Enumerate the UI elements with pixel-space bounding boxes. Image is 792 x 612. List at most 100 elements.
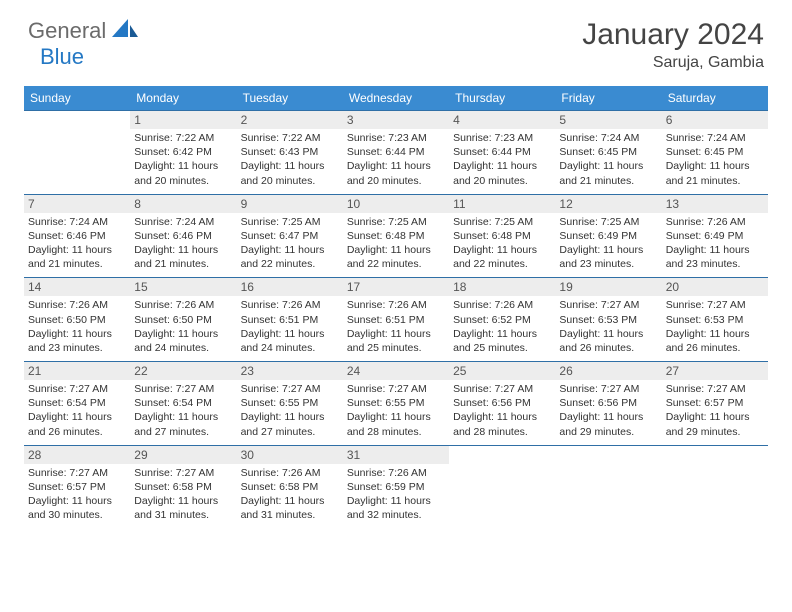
weekday-friday: Friday	[555, 86, 661, 111]
calendar-day-cell: 20 Sunrise: 7:27 AMSunset: 6:53 PMDayligh…	[662, 278, 768, 362]
day-info: Sunrise: 7:27 AMSunset: 6:55 PMDaylight:…	[347, 382, 445, 439]
day-number: 4	[449, 111, 555, 129]
day-info: Sunrise: 7:27 AMSunset: 6:53 PMDaylight:…	[666, 298, 764, 355]
day-info: Sunrise: 7:27 AMSunset: 6:57 PMDaylight:…	[28, 466, 126, 523]
calendar-day-cell: 3 Sunrise: 7:23 AMSunset: 6:44 PMDaylight…	[343, 111, 449, 195]
weekday-header-row: SundayMondayTuesdayWednesdayThursdayFrid…	[24, 86, 768, 111]
day-info: Sunrise: 7:26 AMSunset: 6:50 PMDaylight:…	[28, 298, 126, 355]
weekday-thursday: Thursday	[449, 86, 555, 111]
logo-text-general: General	[28, 18, 106, 44]
day-number: 20	[662, 278, 768, 296]
calendar-day-cell: 23 Sunrise: 7:27 AMSunset: 6:55 PMDayligh…	[237, 362, 343, 446]
day-number: 31	[343, 446, 449, 464]
calendar-day-cell: 16 Sunrise: 7:26 AMSunset: 6:51 PMDayligh…	[237, 278, 343, 362]
day-info: Sunrise: 7:24 AMSunset: 6:46 PMDaylight:…	[134, 215, 232, 272]
weekday-monday: Monday	[130, 86, 236, 111]
day-number: 27	[662, 362, 768, 380]
calendar-day-cell: 18 Sunrise: 7:26 AMSunset: 6:52 PMDayligh…	[449, 278, 555, 362]
day-info: Sunrise: 7:24 AMSunset: 6:45 PMDaylight:…	[559, 131, 657, 188]
day-info: Sunrise: 7:26 AMSunset: 6:49 PMDaylight:…	[666, 215, 764, 272]
day-info: Sunrise: 7:26 AMSunset: 6:52 PMDaylight:…	[453, 298, 551, 355]
day-info: Sunrise: 7:23 AMSunset: 6:44 PMDaylight:…	[453, 131, 551, 188]
day-number: 15	[130, 278, 236, 296]
calendar-table: SundayMondayTuesdayWednesdayThursdayFrid…	[24, 86, 768, 528]
day-number: 3	[343, 111, 449, 129]
calendar-day-cell: 29 Sunrise: 7:27 AMSunset: 6:58 PMDayligh…	[130, 445, 236, 528]
calendar-day-cell: 31Sunrise: 7:26 AMSunset: 6:59 PMDayligh…	[343, 445, 449, 528]
day-number: 25	[449, 362, 555, 380]
day-number: 29	[130, 446, 236, 464]
day-number: 12	[555, 195, 661, 213]
day-number: 6	[662, 111, 768, 129]
calendar-day-cell: 9Sunrise: 7:25 AMSunset: 6:47 PMDaylight…	[237, 194, 343, 278]
calendar-week-row: 1 Sunrise: 7:22 AMSunset: 6:42 PMDaylight…	[24, 111, 768, 195]
day-info: Sunrise: 7:25 AMSunset: 6:49 PMDaylight:…	[559, 215, 657, 272]
calendar-week-row: 7Sunrise: 7:24 AMSunset: 6:46 PMDaylight…	[24, 194, 768, 278]
calendar-empty-cell	[555, 445, 661, 528]
calendar-day-cell: 6 Sunrise: 7:24 AMSunset: 6:45 PMDaylight…	[662, 111, 768, 195]
calendar-day-cell: 19 Sunrise: 7:27 AMSunset: 6:53 PMDayligh…	[555, 278, 661, 362]
day-number: 19	[555, 278, 661, 296]
month-title: January 2024	[582, 18, 764, 52]
weekday-sunday: Sunday	[24, 86, 130, 111]
title-block: January 2024 Saruja, Gambia	[582, 18, 764, 72]
day-info: Sunrise: 7:26 AMSunset: 6:58 PMDaylight:…	[241, 466, 339, 523]
day-info: Sunrise: 7:24 AMSunset: 6:45 PMDaylight:…	[666, 131, 764, 188]
calendar-day-cell: 8 Sunrise: 7:24 AMSunset: 6:46 PMDaylight…	[130, 194, 236, 278]
day-info: Sunrise: 7:26 AMSunset: 6:50 PMDaylight:…	[134, 298, 232, 355]
day-info: Sunrise: 7:24 AMSunset: 6:46 PMDaylight:…	[28, 215, 126, 272]
calendar-empty-cell	[24, 111, 130, 195]
day-info: Sunrise: 7:27 AMSunset: 6:57 PMDaylight:…	[666, 382, 764, 439]
calendar-day-cell: 5Sunrise: 7:24 AMSunset: 6:45 PMDaylight…	[555, 111, 661, 195]
logo: General	[28, 18, 140, 44]
calendar-day-cell: 28 Sunrise: 7:27 AMSunset: 6:57 PMDayligh…	[24, 445, 130, 528]
day-number: 22	[130, 362, 236, 380]
day-info: Sunrise: 7:23 AMSunset: 6:44 PMDaylight:…	[347, 131, 445, 188]
day-info: Sunrise: 7:26 AMSunset: 6:51 PMDaylight:…	[241, 298, 339, 355]
day-number: 7	[24, 195, 130, 213]
calendar-day-cell: 27 Sunrise: 7:27 AMSunset: 6:57 PMDayligh…	[662, 362, 768, 446]
location: Saruja, Gambia	[582, 54, 764, 72]
day-info: Sunrise: 7:26 AMSunset: 6:51 PMDaylight:…	[347, 298, 445, 355]
weekday-wednesday: Wednesday	[343, 86, 449, 111]
day-number: 18	[449, 278, 555, 296]
day-info: Sunrise: 7:27 AMSunset: 6:53 PMDaylight:…	[559, 298, 657, 355]
calendar-day-cell: 4 Sunrise: 7:23 AMSunset: 6:44 PMDaylight…	[449, 111, 555, 195]
day-number: 2	[237, 111, 343, 129]
day-number: 13	[662, 195, 768, 213]
calendar-week-row: 28 Sunrise: 7:27 AMSunset: 6:57 PMDayligh…	[24, 445, 768, 528]
calendar-empty-cell	[449, 445, 555, 528]
day-number: 11	[449, 195, 555, 213]
day-number: 1	[130, 111, 236, 129]
calendar-week-row: 21 Sunrise: 7:27 AMSunset: 6:54 PMDayligh…	[24, 362, 768, 446]
day-info: Sunrise: 7:22 AMSunset: 6:42 PMDaylight:…	[134, 131, 232, 188]
day-info: Sunrise: 7:27 AMSunset: 6:55 PMDaylight:…	[241, 382, 339, 439]
calendar-day-cell: 15 Sunrise: 7:26 AMSunset: 6:50 PMDayligh…	[130, 278, 236, 362]
header: General January 2024 Saruja, Gambia	[0, 0, 792, 80]
day-number: 16	[237, 278, 343, 296]
calendar-day-cell: 26Sunrise: 7:27 AMSunset: 6:56 PMDayligh…	[555, 362, 661, 446]
calendar-day-cell: 24 Sunrise: 7:27 AMSunset: 6:55 PMDayligh…	[343, 362, 449, 446]
day-number: 28	[24, 446, 130, 464]
calendar-day-cell: 7 Sunrise: 7:24 AMSunset: 6:46 PMDaylight…	[24, 194, 130, 278]
calendar-day-cell: 17 Sunrise: 7:26 AMSunset: 6:51 PMDayligh…	[343, 278, 449, 362]
calendar-day-cell: 30 Sunrise: 7:26 AMSunset: 6:58 PMDayligh…	[237, 445, 343, 528]
day-info: Sunrise: 7:27 AMSunset: 6:58 PMDaylight:…	[134, 466, 232, 523]
day-number: 8	[130, 195, 236, 213]
day-number: 24	[343, 362, 449, 380]
day-number: 26	[555, 362, 661, 380]
day-number: 30	[237, 446, 343, 464]
calendar-day-cell: 22Sunrise: 7:27 AMSunset: 6:54 PMDayligh…	[130, 362, 236, 446]
day-number: 23	[237, 362, 343, 380]
calendar-day-cell: 12 Sunrise: 7:25 AMSunset: 6:49 PMDayligh…	[555, 194, 661, 278]
calendar-day-cell: 10Sunrise: 7:25 AMSunset: 6:48 PMDayligh…	[343, 194, 449, 278]
day-number: 17	[343, 278, 449, 296]
calendar-week-row: 14Sunrise: 7:26 AMSunset: 6:50 PMDayligh…	[24, 278, 768, 362]
calendar-day-cell: 2Sunrise: 7:22 AMSunset: 6:43 PMDaylight…	[237, 111, 343, 195]
day-info: Sunrise: 7:27 AMSunset: 6:54 PMDaylight:…	[28, 382, 126, 439]
day-number: 21	[24, 362, 130, 380]
day-info: Sunrise: 7:25 AMSunset: 6:48 PMDaylight:…	[347, 215, 445, 272]
weekday-tuesday: Tuesday	[237, 86, 343, 111]
calendar-empty-cell	[662, 445, 768, 528]
day-number: 14	[24, 278, 130, 296]
